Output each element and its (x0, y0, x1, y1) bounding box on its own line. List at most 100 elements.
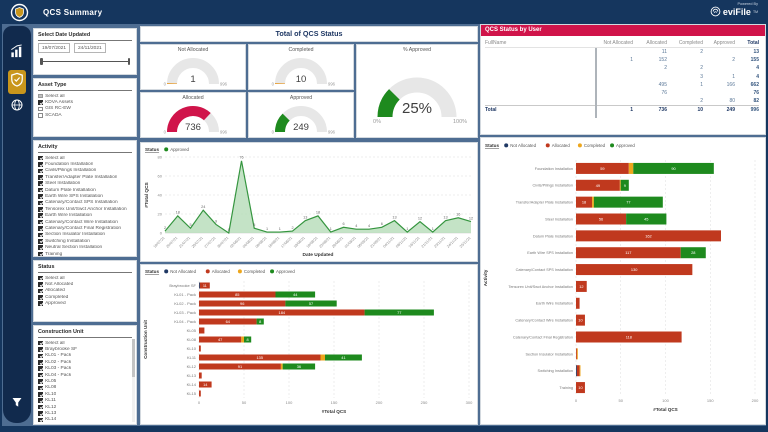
gauge-arc[interactable]: 249 0 996 (249, 101, 353, 134)
checkbox[interactable] (38, 295, 43, 300)
bar-segment[interactable] (199, 372, 202, 379)
bar-segment[interactable] (593, 196, 663, 208)
checkbox[interactable] (38, 175, 43, 180)
bar-segment[interactable] (199, 354, 321, 361)
table-scrollbar-thumb[interactable] (595, 48, 597, 118)
bar-segment[interactable] (275, 291, 316, 298)
checkbox-item[interactable]: Catenary/Contact Final Registration (38, 225, 132, 231)
checkbox[interactable] (38, 245, 43, 250)
checkbox-item[interactable]: KDVA Assets (38, 99, 132, 105)
bar-segment[interactable] (325, 354, 362, 361)
bar-segment[interactable] (320, 354, 326, 361)
filter-icon[interactable] (11, 396, 24, 414)
checkbox-item[interactable]: Earth Wire SPS Installation (38, 193, 132, 199)
date-start-input[interactable]: 19/07/2021 (38, 43, 71, 53)
bar-segment[interactable] (244, 336, 252, 343)
checkbox-item[interactable]: KL08 (38, 385, 132, 391)
checkbox[interactable] (38, 93, 43, 99)
bar-segment[interactable] (626, 213, 667, 225)
checkbox-item[interactable]: Civils/Pilings Installation (38, 168, 132, 174)
checkbox-item[interactable]: Braybrooke SF (38, 346, 132, 352)
bar-segment[interactable] (579, 365, 581, 377)
checkbox[interactable] (38, 353, 43, 359)
checkbox[interactable] (38, 162, 43, 167)
checkbox[interactable] (38, 194, 43, 199)
checkbox-item[interactable]: KL01 - Pack (38, 353, 132, 359)
bar-segment[interactable] (199, 390, 201, 397)
bar-segment[interactable] (241, 336, 244, 343)
checkbox[interactable] (38, 251, 43, 257)
checkbox-item[interactable]: Select all (38, 275, 132, 281)
table-column-header[interactable]: FullName (485, 38, 597, 48)
table-column-header[interactable]: Approved (703, 38, 735, 48)
checkbox[interactable] (38, 113, 43, 118)
checkbox-item[interactable]: KL11 (38, 398, 132, 404)
checkbox[interactable] (38, 100, 43, 105)
bar-segment[interactable] (199, 363, 281, 370)
date-range-slider[interactable] (38, 56, 132, 67)
checkbox[interactable] (38, 398, 43, 403)
checkbox[interactable] (38, 404, 43, 410)
checkbox[interactable] (38, 301, 43, 307)
gauge-arc[interactable]: 25% 0% 100% (357, 53, 477, 127)
bar-segment[interactable] (199, 291, 276, 298)
bar-segment[interactable] (199, 318, 257, 325)
shield-icon[interactable] (8, 70, 26, 94)
checkbox-item[interactable]: SCADA (38, 112, 132, 118)
bar-segment[interactable] (576, 247, 681, 259)
bar-segment[interactable] (576, 230, 721, 242)
checkbox-item[interactable]: Not Allocated (38, 281, 132, 287)
activity-chart[interactable]: 0 50 100 150 200 Foundation Installation 59 90 C… (481, 138, 765, 424)
bar-segment[interactable] (282, 363, 316, 370)
bar-segment[interactable] (592, 196, 594, 208)
bar-segment[interactable] (199, 282, 200, 289)
bar-segment[interactable] (285, 300, 337, 307)
checkbox-item[interactable]: Neutral Section Installation (38, 244, 132, 250)
bar-segment[interactable] (199, 300, 286, 307)
chart-icon[interactable] (10, 44, 25, 64)
bar-segment[interactable] (576, 348, 577, 360)
bar-segment[interactable] (576, 213, 627, 225)
bar-segment[interactable] (199, 309, 365, 316)
gauge-arc[interactable]: 736 0 996 (141, 101, 245, 134)
checkbox-item[interactable]: KL14 (38, 417, 132, 423)
checkbox[interactable] (38, 187, 43, 193)
checkbox-item[interactable]: Select all (38, 93, 132, 99)
checkbox[interactable] (38, 411, 43, 416)
checkbox[interactable] (38, 366, 43, 372)
checkbox[interactable] (38, 238, 43, 244)
bar-segment[interactable] (256, 318, 264, 325)
checkbox-item[interactable]: KL02 - Pack (38, 359, 132, 365)
bar-segment[interactable] (576, 382, 585, 394)
construction-unit-chart[interactable]: 0 50 100 150 200 250 300 Braybrooke SF 11 KL01 - … (141, 265, 477, 424)
checkbox-item[interactable]: Approved (38, 301, 132, 307)
slider-handle-end[interactable] (127, 58, 130, 65)
bar-segment[interactable] (199, 345, 201, 352)
checkbox-item[interactable]: Transfer/Adapter Plate Installation (38, 174, 132, 180)
globe-icon[interactable] (11, 98, 23, 116)
checkbox-item[interactable]: Foundation Installation (38, 161, 132, 167)
bar-segment[interactable] (199, 336, 242, 343)
checkbox-item[interactable]: Switching Installation (38, 238, 132, 244)
table-column-header[interactable]: Not Allocated (597, 38, 633, 48)
table-column-header[interactable]: Total (735, 38, 759, 48)
bar-segment[interactable] (576, 314, 585, 326)
checkbox[interactable] (38, 200, 43, 206)
checkbox-item[interactable]: GIS RC-EW (38, 106, 132, 112)
gauge-arc[interactable]: 10 0 996 (249, 53, 353, 86)
bar-segment[interactable] (633, 162, 714, 174)
checkbox[interactable] (38, 275, 43, 281)
scrollbar-track[interactable] (132, 339, 135, 422)
bar-segment[interactable] (199, 327, 205, 334)
checkbox[interactable] (38, 372, 43, 378)
bar-segment[interactable] (280, 363, 283, 370)
checkbox[interactable] (38, 379, 43, 384)
checkbox-item[interactable]: Completed (38, 294, 132, 300)
checkbox[interactable] (38, 282, 43, 287)
bar-segment[interactable] (576, 365, 580, 377)
checkbox[interactable] (38, 207, 43, 212)
checkbox[interactable] (38, 106, 43, 112)
checkbox[interactable] (38, 168, 43, 174)
bar-segment[interactable] (628, 162, 634, 174)
checkbox-item[interactable]: Catenary/Contact Wire Installation (38, 219, 132, 225)
